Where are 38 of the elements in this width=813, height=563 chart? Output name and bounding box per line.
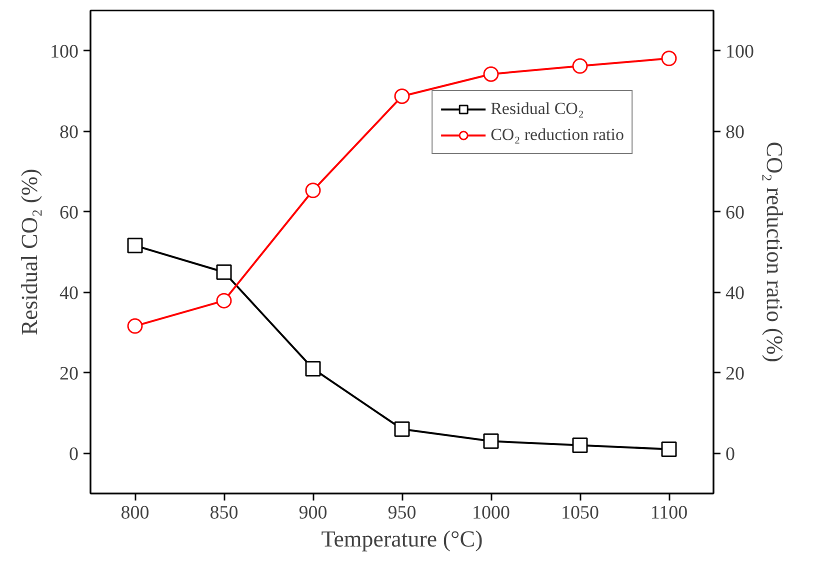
y2-tick-label: 20 <box>726 363 744 384</box>
point <box>127 238 143 254</box>
legend-label: Residual CO₂ <box>490 99 584 119</box>
point <box>216 292 232 308</box>
x-tick-label: 1050 <box>561 502 599 524</box>
y2-tick-label: 80 <box>726 122 744 143</box>
point <box>305 360 321 376</box>
y-tick-label: 20 <box>60 363 78 384</box>
point <box>661 50 677 66</box>
y2-tick-label: 0 <box>726 444 735 465</box>
x-tick-label: 950 <box>388 502 416 524</box>
point <box>305 182 321 198</box>
y-tick-label: 80 <box>60 122 78 143</box>
point <box>394 88 410 104</box>
y-tick-label: 60 <box>60 202 78 224</box>
x-tick-label: 850 <box>210 502 238 524</box>
point <box>483 66 499 82</box>
x-tick-label: 800 <box>120 502 150 524</box>
point <box>572 437 588 453</box>
y2-axis-title: CO₂ reduction ratio (%) <box>762 142 787 362</box>
y2-tick-label: 100 <box>726 41 754 62</box>
point <box>127 318 143 334</box>
y-tick-label: 40 <box>60 282 78 304</box>
y2-tick-label: 40 <box>726 282 744 304</box>
y-axis-title: Residual CO₂ (%) <box>17 168 42 336</box>
point <box>216 264 232 280</box>
x-tick-label: 900 <box>298 502 328 524</box>
point <box>661 441 677 457</box>
y-tick-label: 0 <box>69 444 78 465</box>
y2-tick-label: 60 <box>726 202 744 224</box>
point <box>394 421 410 437</box>
point <box>483 433 499 449</box>
legend-label: CO₂ reduction ratio <box>490 125 624 145</box>
x-tick-label: 1100 <box>650 502 688 524</box>
x-axis-title: Temperature (°C) <box>321 526 483 552</box>
point <box>572 58 588 74</box>
x-tick-label: 1000 <box>472 502 510 524</box>
y-tick-label: 100 <box>50 41 78 62</box>
